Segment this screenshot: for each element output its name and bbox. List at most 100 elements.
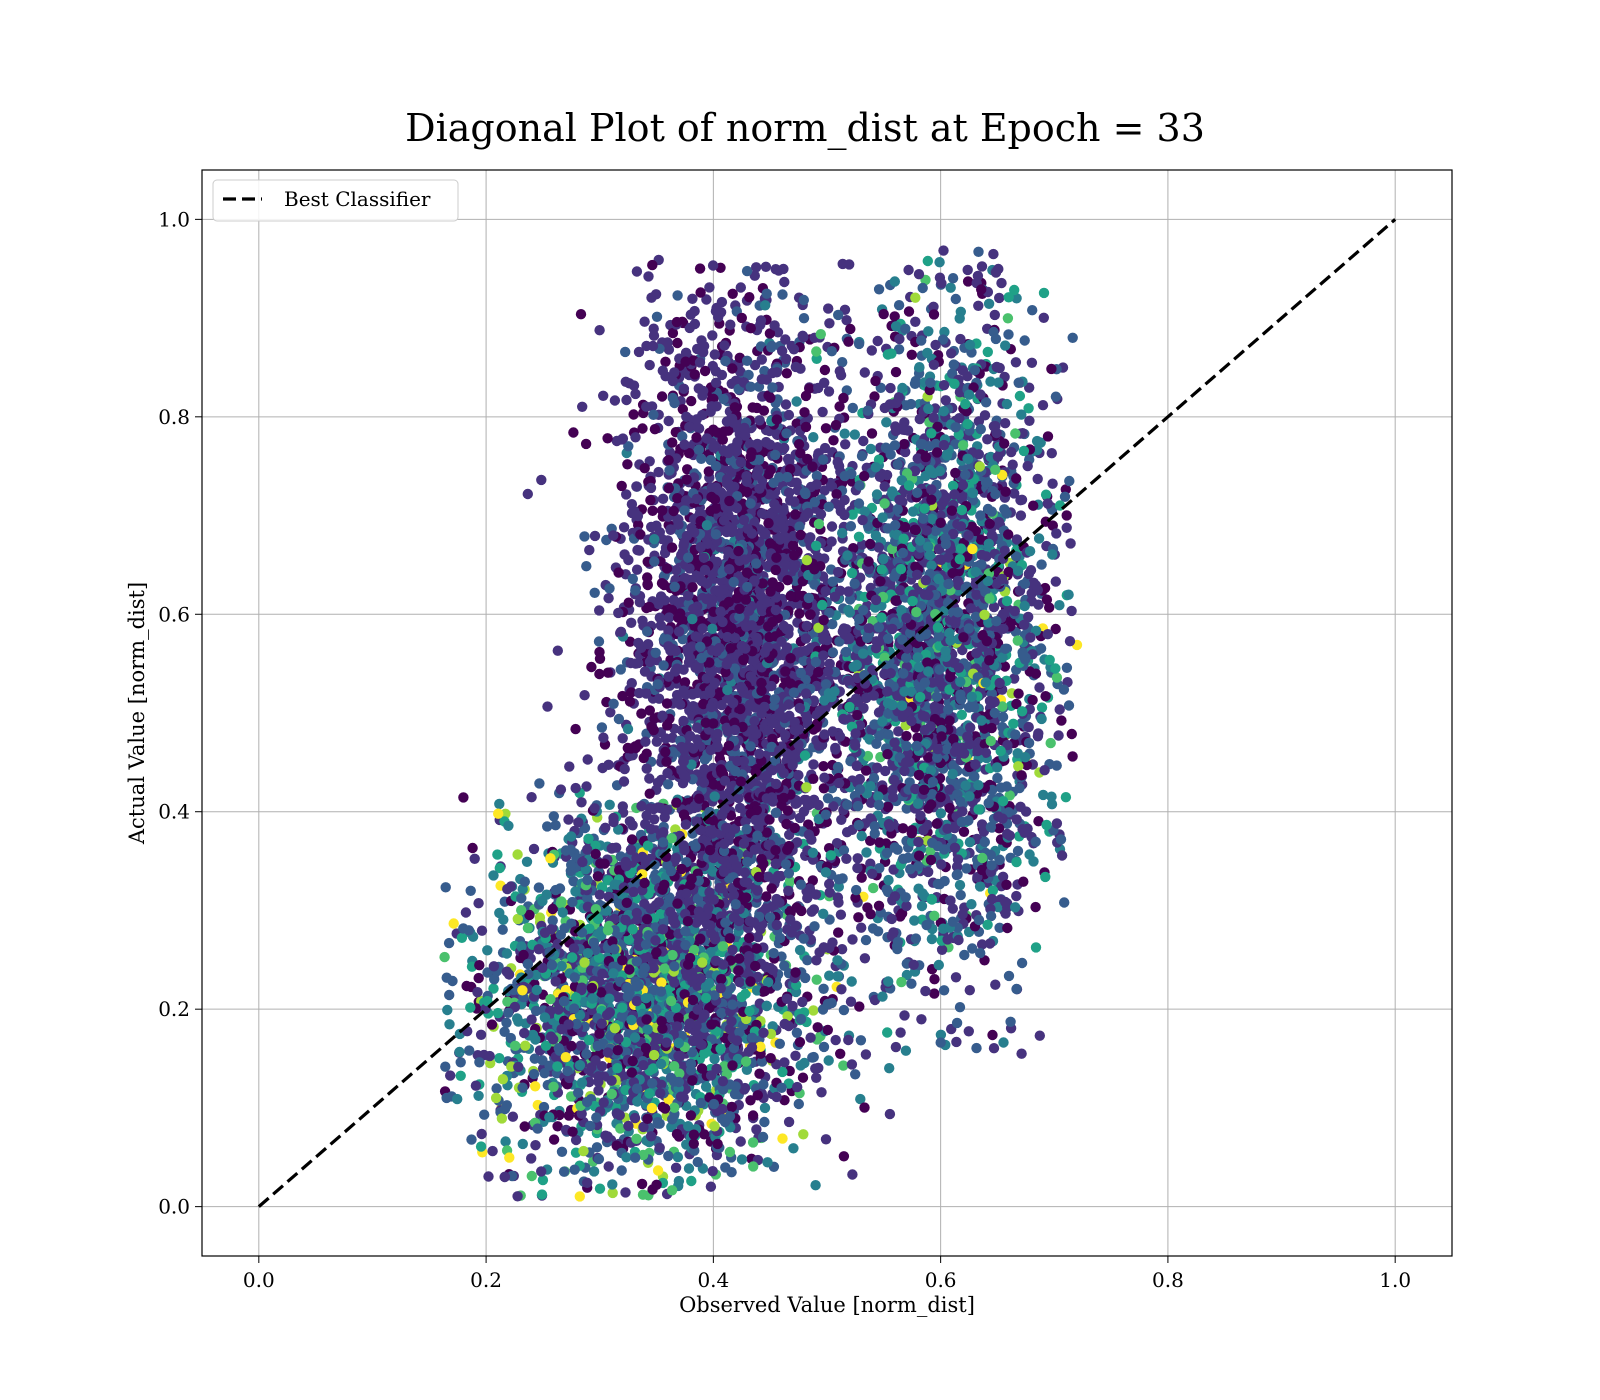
scatter-point: [641, 914, 653, 925]
scatter-point: [602, 1132, 613, 1144]
scatter-point: [620, 1084, 631, 1096]
scatter-point: [675, 1050, 686, 1062]
scatter-point: [720, 1162, 731, 1173]
scatter-point: [474, 960, 485, 971]
scatter-point: [557, 907, 568, 918]
scatter-point: [517, 1138, 528, 1150]
scatter-point: [772, 870, 784, 882]
scatter-point: [526, 792, 537, 803]
scatter-point: [448, 918, 459, 929]
scatter-point: [790, 967, 801, 978]
scatter-point: [811, 974, 822, 985]
scatter-point: [568, 427, 579, 438]
scatter-point: [670, 1162, 682, 1174]
scatter-point: [589, 530, 601, 542]
scatter-point: [517, 1082, 528, 1093]
scatter-point: [651, 736, 662, 747]
scatter-point: [512, 913, 523, 925]
scatter-point: [629, 1032, 641, 1043]
scatter-point: [540, 1040, 552, 1052]
scatter-point: [467, 842, 478, 854]
scatter-point: [691, 816, 702, 827]
scatter-point: [576, 1108, 587, 1119]
scatter-point: [667, 1114, 678, 1125]
scatter-point: [774, 932, 786, 944]
scatter-point: [454, 1046, 465, 1058]
scatter-point: [712, 1138, 723, 1150]
scatter-point: [671, 1128, 683, 1140]
scatter-point: [520, 1040, 531, 1051]
scatter-point: [725, 319, 736, 330]
scatter-point: [666, 1185, 678, 1196]
scatter-point: [623, 1120, 634, 1132]
scatter-point: [805, 1032, 816, 1043]
scatter-point: [517, 985, 528, 996]
scatter-point: [642, 1113, 653, 1125]
scatter-point: [684, 730, 696, 742]
scatter-point: [727, 1060, 738, 1071]
scatter-point: [828, 435, 839, 446]
scatter-point: [735, 1136, 746, 1147]
scatter-point: [596, 722, 608, 733]
scatter-point: [603, 593, 614, 604]
scatter-point: [596, 987, 607, 998]
scatter-point: [617, 801, 628, 812]
scatter-point: [613, 898, 625, 909]
scatter-point: [570, 1134, 582, 1146]
scatter-point: [650, 289, 662, 300]
scatter-point: [552, 1061, 563, 1072]
scatter-point: [652, 1117, 663, 1128]
scatter-point: [594, 605, 605, 616]
scatter-point: [700, 992, 712, 1004]
scatter-point: [838, 1151, 850, 1162]
scatter-point: [653, 897, 665, 908]
scatter-point: [639, 666, 651, 677]
scatter-point: [747, 1110, 759, 1121]
scatter-point: [501, 1100, 512, 1111]
scatter-point: [492, 849, 503, 860]
scatter-point: [816, 1087, 827, 1098]
scatter-point: [632, 544, 643, 556]
scatter-point: [501, 948, 513, 959]
scatter-point: [626, 1067, 637, 1078]
scatter-point: [604, 799, 615, 810]
scatter-point: [760, 528, 771, 540]
scatter-point: [583, 1034, 595, 1046]
scatter-point: [776, 1082, 787, 1094]
scatter-point: [667, 437, 678, 448]
scatter-point: [550, 976, 561, 987]
scatter-point: [612, 1063, 623, 1074]
scatter-point: [641, 810, 652, 821]
scatter-point: [656, 1016, 667, 1027]
scatter-point: [490, 1092, 502, 1104]
scatter-point: [783, 840, 795, 852]
scatter-point: [591, 1112, 602, 1123]
scatter-point: [793, 1098, 804, 1110]
scatter-point: [607, 1187, 618, 1199]
scatter-points: [439, 245, 1083, 1202]
scatter-point: [727, 288, 738, 299]
scatter-point: [553, 1043, 564, 1054]
scatter-point: [714, 882, 725, 894]
scatter-point: [528, 843, 540, 855]
scatter-point: [575, 1040, 586, 1051]
scatter-point: [586, 661, 597, 673]
scatter-point: [512, 849, 523, 860]
scatter-point: [688, 1138, 699, 1149]
scatter-point: [581, 1048, 592, 1060]
scatter-point: [584, 544, 595, 556]
scatter-point: [783, 409, 795, 421]
scatter-point: [667, 949, 678, 961]
scatter-point: [790, 1050, 801, 1062]
scatter-point: [642, 579, 653, 591]
scatter-point: [780, 353, 792, 365]
scatter-point: [570, 782, 581, 794]
scatter-point: [569, 972, 580, 983]
scatter-point: [560, 1052, 571, 1063]
scatter-point: [639, 962, 650, 974]
scatter-point: [582, 754, 593, 765]
scatter-point: [604, 583, 615, 594]
scatter-point: [679, 845, 690, 856]
scatter-point: [599, 858, 610, 869]
scatter-point: [810, 1063, 821, 1074]
